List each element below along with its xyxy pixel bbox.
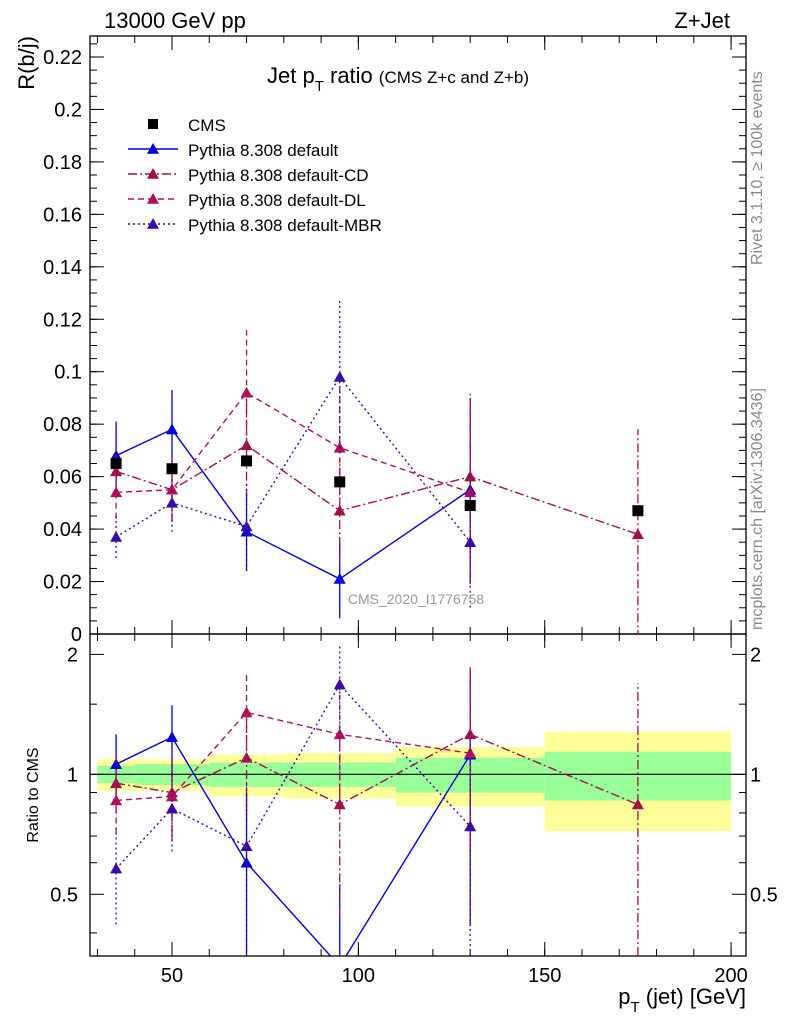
legend-marker <box>147 218 159 229</box>
legend: CMS Pythia 8.308 default Pythia 8.308 defa… <box>128 116 382 235</box>
series-point <box>631 528 644 540</box>
legend-label: Pythia 8.308 default <box>188 141 339 160</box>
legend-marker <box>147 168 159 179</box>
y-tick-label: 0.06 <box>43 467 82 489</box>
y-tick-label: 0.16 <box>43 204 82 226</box>
axes: 0 0.02 0.04 0.06 0.08 0.1 0.12 0.14 0.16 0.18 0.2 0… <box>43 35 778 987</box>
ratio-tick-label-right: 2 <box>750 644 761 666</box>
rivet-label: Rivet 3.1.10, ≥ 100k events <box>749 71 766 265</box>
ratio-tick-label: 2 <box>67 644 78 666</box>
ratio-point <box>631 798 644 810</box>
collision-label: 13000 GeV pp <box>104 8 246 33</box>
ratio-point <box>464 728 477 740</box>
series-point <box>333 572 346 584</box>
series-point <box>110 530 123 542</box>
data-point <box>110 458 122 470</box>
ratio-point <box>240 706 253 718</box>
process-label: Z+Jet <box>674 8 730 33</box>
main-panel-marks <box>110 300 644 634</box>
legend-label: Pythia 8.308 default-DL <box>188 191 366 210</box>
series-line <box>115 444 639 535</box>
ratio-point <box>333 728 346 740</box>
cms-uncertainty-bands <box>97 731 732 832</box>
data-point <box>166 463 178 475</box>
legend-label: Pythia 8.308 default-CD <box>188 166 369 185</box>
y-tick-label: 0.14 <box>43 257 82 279</box>
legend-label: Pythia 8.308 default-MBR <box>188 216 382 235</box>
y-tick-label: 0.08 <box>43 414 82 436</box>
ratio-tick-label-right: 1 <box>750 764 761 786</box>
series-point <box>110 465 123 477</box>
y-tick-label: 0.02 <box>43 572 82 594</box>
ratio-point <box>166 802 178 814</box>
series-point <box>166 496 178 508</box>
inner-band <box>544 751 732 801</box>
series-line <box>116 391 471 494</box>
y-tick-label: 0 <box>71 624 82 646</box>
series-point <box>240 520 253 532</box>
legend-marker <box>148 119 158 129</box>
series-point <box>166 483 178 495</box>
ratio-point <box>110 862 123 874</box>
ratio-point <box>333 798 346 810</box>
data-point <box>632 505 644 517</box>
data-point <box>334 476 346 488</box>
series-point <box>166 423 178 435</box>
y-tick-label: 0.22 <box>43 47 82 69</box>
ratio-tick-label-right: 0.5 <box>750 884 778 906</box>
ratio-axis-label: Ratio to CMS <box>25 747 42 842</box>
ratio-point <box>166 731 178 742</box>
series-point <box>333 370 346 382</box>
x-tick-label: 150 <box>528 965 561 987</box>
ratio-line <box>115 733 639 806</box>
mcplots-label: mcplots.cern.ch [arXiv:1306.3436] <box>749 388 766 630</box>
x-tick-label: 50 <box>161 965 183 987</box>
series-point <box>110 486 123 498</box>
ratio-point <box>240 840 253 852</box>
ratio-point <box>464 747 477 758</box>
legend-marker <box>147 143 159 154</box>
analysis-label: CMS_2020_I1776758 <box>348 591 484 607</box>
ratio-panel-marks <box>110 643 644 956</box>
ratio-point <box>240 856 253 868</box>
y-tick-label: 0.04 <box>43 519 82 541</box>
legend-marker <box>147 193 159 204</box>
y-tick-label: 0.18 <box>43 152 82 174</box>
ratio-point <box>110 794 123 806</box>
ratio-point <box>464 820 477 832</box>
ratio-tick-label: 0.5 <box>50 884 78 906</box>
chart-marks <box>110 300 644 956</box>
y-tick-label: 0.12 <box>43 309 82 331</box>
series-line <box>115 375 471 543</box>
ratio-frame <box>89 633 747 957</box>
ratio-point <box>110 758 123 770</box>
data-point <box>241 455 253 467</box>
x-axis-label: pT (jet) [GeV] <box>618 984 746 1016</box>
y-tick-label: 0.1 <box>54 362 82 384</box>
x-tick-label: 100 <box>342 965 375 987</box>
y-axis-label: R(b/j) <box>14 36 39 90</box>
ratio-point <box>333 678 346 690</box>
series-point <box>464 470 477 482</box>
data-point <box>464 499 476 511</box>
chart-title: Jet pT ratio (CMS Z+c and Z+b) <box>267 63 529 95</box>
x-tick-label: 200 <box>714 965 747 987</box>
ratio-tick-label: 1 <box>67 764 78 786</box>
series-point <box>240 386 253 398</box>
legend-label: CMS <box>188 116 226 135</box>
series-point <box>464 536 477 548</box>
y-tick-label: 0.2 <box>54 99 82 121</box>
